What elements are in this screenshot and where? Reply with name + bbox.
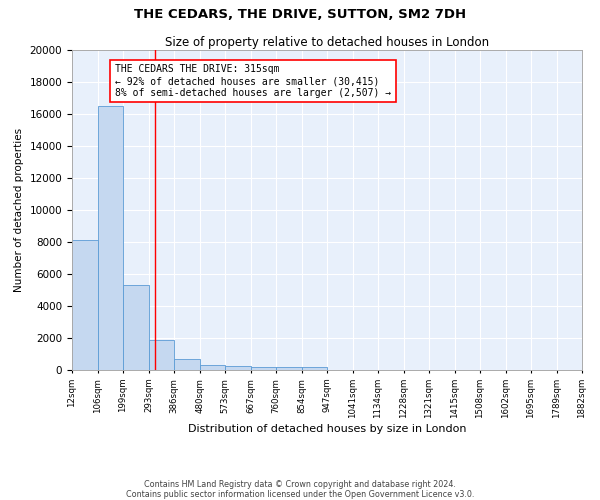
Bar: [200, 365, 225, 370]
Text: Contains HM Land Registry data © Crown copyright and database right 2024.
Contai: Contains HM Land Registry data © Crown c…: [126, 480, 474, 499]
Y-axis label: Number of detached properties: Number of detached properties: [14, 128, 24, 292]
Bar: [123, 285, 149, 370]
Bar: [225, 366, 251, 370]
Title: Size of property relative to detached houses in London: Size of property relative to detached ho…: [165, 36, 489, 49]
Bar: [302, 368, 327, 370]
Bar: [98, 106, 123, 370]
Bar: [276, 367, 302, 370]
Bar: [174, 359, 200, 370]
X-axis label: Distribution of detached houses by size in London: Distribution of detached houses by size …: [188, 424, 466, 434]
Text: THE CEDARS, THE DRIVE, SUTTON, SM2 7DH: THE CEDARS, THE DRIVE, SUTTON, SM2 7DH: [134, 8, 466, 20]
Text: THE CEDARS THE DRIVE: 315sqm
← 92% of detached houses are smaller (30,415)
8% of: THE CEDARS THE DRIVE: 315sqm ← 92% of de…: [115, 64, 391, 98]
Bar: [72, 240, 98, 370]
Bar: [251, 367, 276, 370]
Bar: [149, 340, 174, 370]
